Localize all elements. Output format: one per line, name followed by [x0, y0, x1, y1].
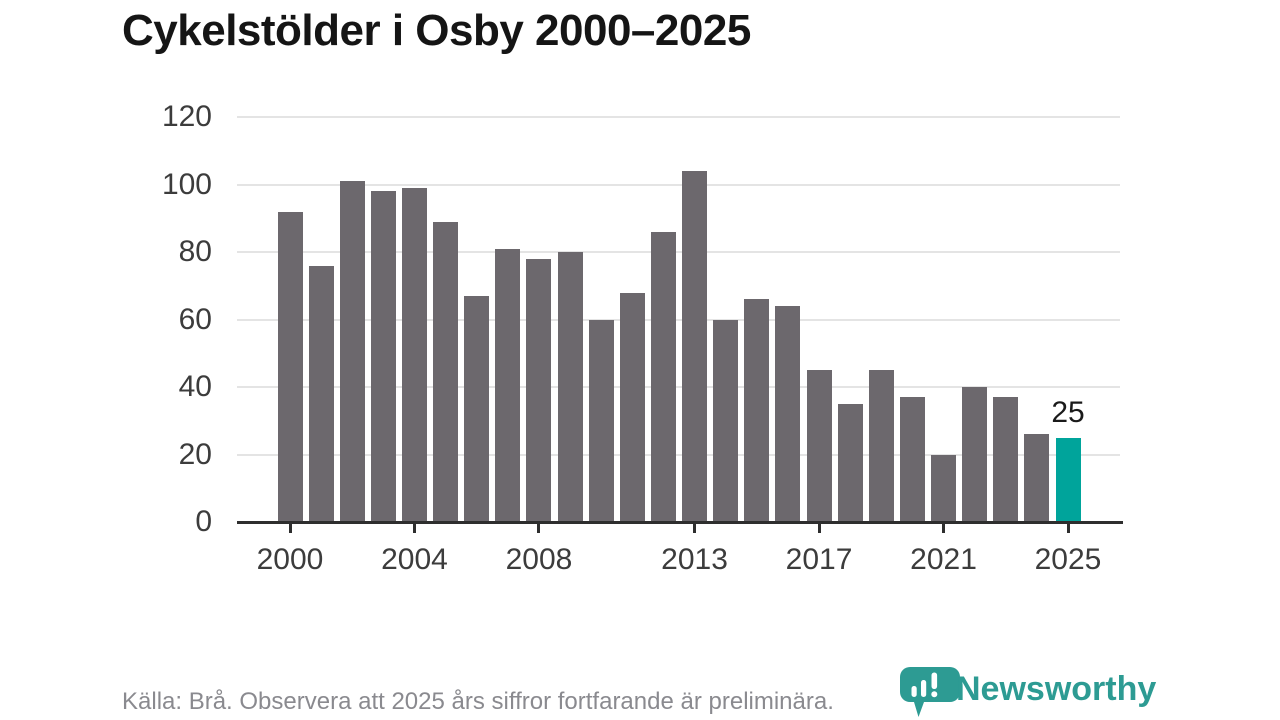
highlight-value-label: 25 — [1051, 396, 1085, 429]
x-axis-tick-2017 — [817, 524, 821, 533]
bar-2025 — [1055, 437, 1081, 522]
gridline-y-80 — [237, 251, 1120, 253]
y-axis-tick-label-20: 20 — [178, 437, 212, 471]
plot-area — [237, 116, 1120, 522]
gridline-y-100 — [237, 183, 1120, 186]
bar-2011 — [619, 292, 645, 522]
y-axis-tick-label-40: 40 — [178, 370, 212, 403]
bar-2023 — [993, 397, 1019, 522]
gridline-y-60 — [237, 318, 1120, 321]
x-axis-tick-2013 — [693, 524, 697, 533]
chart-title: Cykelstölder i Osby 2000–2025 — [122, 6, 751, 55]
bar-2003 — [370, 191, 396, 522]
bar-2014 — [713, 319, 739, 522]
x-axis-tick-label-2025: 2025 — [1034, 543, 1102, 576]
y-axis-tick-label-60: 60 — [178, 302, 212, 336]
bar-2010 — [588, 319, 614, 522]
x-axis-tick-2025 — [1066, 524, 1070, 533]
newsworthy-wordmark[interactable]: Newsworthy — [956, 670, 1157, 708]
bar-2021 — [931, 454, 957, 522]
bar-2001 — [308, 265, 334, 522]
bar-2022 — [962, 387, 988, 522]
bar-2008 — [526, 258, 552, 522]
bar-2017 — [806, 370, 832, 522]
bar-2000 — [277, 211, 303, 522]
bar-2024 — [1024, 434, 1050, 522]
x-axis-tick-label-2008: 2008 — [505, 543, 573, 576]
gridline-y-20 — [237, 453, 1120, 456]
bar-2002 — [339, 181, 365, 522]
bar-2018 — [837, 403, 863, 522]
bar-2020 — [899, 397, 925, 522]
source-note: Källa: Brå. Observera att 2025 års siffr… — [122, 688, 834, 715]
bar-2009 — [557, 252, 583, 522]
bar-2015 — [744, 299, 770, 522]
x-axis-tick-2021 — [942, 524, 946, 533]
y-axis-tick-label-80: 80 — [178, 235, 212, 268]
y-axis-tick-label-120: 120 — [161, 100, 212, 133]
bar-2004 — [401, 187, 427, 522]
x-axis-tick-label-2013: 2013 — [661, 543, 728, 576]
bar-2016 — [775, 306, 801, 522]
y-axis-tick-label-100: 100 — [161, 167, 212, 201]
x-axis-tick-label-2000: 2000 — [256, 543, 324, 576]
bar-2007 — [495, 248, 521, 522]
bar-2012 — [650, 231, 676, 522]
x-axis-tick-label-2017: 2017 — [785, 543, 853, 576]
x-axis-line — [237, 521, 1123, 524]
bar-2005 — [433, 221, 459, 522]
bar-2019 — [868, 370, 894, 522]
bar-2006 — [464, 295, 490, 522]
x-axis-tick-label-2021: 2021 — [910, 543, 977, 576]
gridline-y-120 — [237, 116, 1120, 118]
x-axis-tick-2000 — [288, 524, 292, 533]
bar-2013 — [682, 171, 708, 522]
newsworthy-logo-icon[interactable] — [900, 667, 960, 719]
x-axis-tick-label-2004: 2004 — [381, 543, 448, 576]
gridline-y-40 — [237, 386, 1120, 388]
x-axis-tick-2008 — [537, 524, 541, 533]
y-axis-tick-label-0: 0 — [195, 505, 212, 538]
x-axis-tick-2004 — [412, 524, 416, 533]
